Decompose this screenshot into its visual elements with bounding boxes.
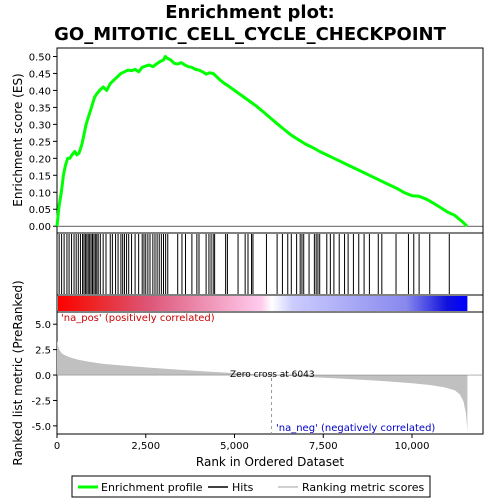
metric-y-axis: -5.0 -2.5 0.0 2.5 5.0 [31,320,57,433]
es-y-tick-label: 0.40 [29,86,51,97]
legend-hits-label: Hits [232,481,254,494]
x-axis-label: Rank in Ordered Dataset [196,455,344,469]
enrichment-profile-line [55,55,469,228]
es-axis-label: Enrichment score (ES) [11,73,25,206]
metric-y-tick-label: -5.0 [31,422,51,433]
x-tick-label: 0 [54,441,60,452]
ranking-metric-area [57,340,483,431]
es-y-tick-label: 0.15 [29,171,51,182]
es-y-tick-label: 0.20 [29,154,51,165]
es-y-tick-label: 0.45 [29,69,51,80]
rank-x-axis: 0 2,500 5,000 7,500 10,000 [54,434,430,452]
metric-y-tick-label: 5.0 [35,320,51,331]
plot-title-line1: Enrichment plot: [165,2,335,23]
es-y-tick-label: 0.05 [29,205,51,216]
es-y-axis: 0.00 0.05 0.10 0.15 0.20 0.25 0.30 0.35 0.40 0.45… [29,52,57,233]
metric-y-tick-label: -2.5 [31,396,51,407]
ranking-metric-fill [57,340,468,431]
legend-enrichment-label: Enrichment profile [101,481,203,494]
hit-markers [58,234,450,294]
metric-y-tick-label: 0.0 [35,371,51,382]
neg-correlated-label: 'na_neg' (negatively correlated) [276,423,435,434]
correlation-color-band [58,296,468,311]
es-y-tick-label: 0.00 [29,222,51,233]
x-tick-label: 10,000 [395,441,430,452]
es-y-tick-label: 0.50 [29,52,51,63]
legend-box [71,475,431,498]
es-y-tick-label: 0.25 [29,137,51,148]
x-tick-label: 2,500 [131,441,160,452]
correlation-band-fill [58,296,468,311]
es-y-tick-label: 0.30 [29,120,51,131]
pos-correlated-label: 'na_pos' (positively correlated) [61,313,215,324]
es-panel-frame [56,47,484,234]
plot-title-line2: GO_MITOTIC_CELL_CYCLE_CHECKPOINT [54,24,446,45]
es-y-tick-label: 0.35 [29,103,51,114]
x-tick-label: 7,500 [309,441,338,452]
metric-y-tick-label: 2.5 [35,346,51,357]
metric-axis-label: Ranked list metric (PreRanked) [11,280,25,465]
legend-metric-label: Ranking metric scores [302,481,424,494]
enrichment-series-line [55,55,469,228]
zero-cross-label: Zero cross at 6043 [230,370,315,380]
es-y-tick-label: 0.10 [29,188,51,199]
x-tick-label: 5,000 [220,441,249,452]
